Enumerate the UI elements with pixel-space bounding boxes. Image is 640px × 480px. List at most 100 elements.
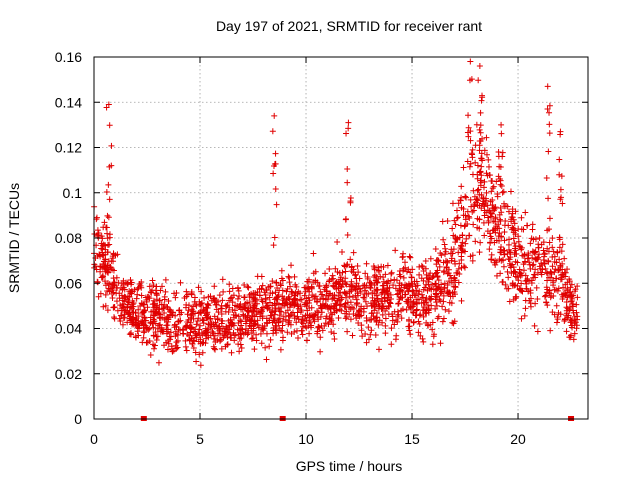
data-point — [193, 302, 200, 309]
data-point — [511, 245, 518, 252]
data-point — [458, 256, 465, 263]
data-point — [322, 315, 329, 322]
data-point — [126, 288, 133, 295]
data-point — [468, 203, 475, 210]
data-point — [556, 171, 563, 178]
data-point — [218, 305, 225, 312]
data-point — [498, 257, 505, 264]
data-point — [493, 237, 500, 244]
data-point — [276, 325, 283, 332]
data-point — [492, 261, 499, 268]
data-point — [394, 313, 401, 320]
data-point — [544, 245, 551, 252]
data-point — [119, 321, 126, 328]
data-point — [218, 310, 225, 317]
data-point — [508, 270, 515, 277]
data-point — [485, 218, 492, 225]
data-point — [499, 149, 506, 156]
data-point — [384, 290, 391, 297]
data-point — [147, 351, 154, 358]
data-point — [148, 289, 155, 296]
y-tick-label: 0.04 — [55, 321, 82, 337]
data-point — [235, 331, 242, 338]
data-point — [417, 332, 424, 339]
data-point — [356, 307, 363, 314]
data-point — [429, 281, 436, 288]
data-point — [234, 295, 241, 302]
data-point — [162, 288, 169, 295]
data-point — [571, 313, 578, 320]
data-point — [143, 339, 150, 346]
data-point — [356, 313, 363, 320]
data-point — [458, 242, 465, 249]
data-point — [503, 285, 510, 292]
data-point — [405, 323, 412, 330]
data-point — [242, 320, 249, 327]
axis-ticks: 0 0.02 0.04 0.06 0.08 0.1 0.12 0.14 0.16 0 5 10 15 20 — [55, 49, 588, 447]
data-point — [183, 301, 190, 308]
data-point — [224, 334, 231, 341]
data-point — [185, 307, 192, 314]
data-point — [113, 290, 120, 297]
data-point — [105, 181, 112, 188]
data-point — [161, 316, 168, 323]
data-point — [104, 235, 111, 242]
data-point — [372, 332, 379, 339]
data-point — [401, 259, 408, 266]
data-point — [523, 222, 530, 229]
data-point — [540, 257, 547, 264]
data-point — [93, 214, 100, 221]
data-point — [386, 284, 393, 291]
data-point — [466, 214, 473, 221]
data-point — [427, 255, 434, 262]
data-point — [250, 335, 257, 342]
data-point — [521, 312, 528, 319]
data-point — [398, 294, 405, 301]
data-point — [330, 275, 337, 282]
data-point — [337, 283, 344, 290]
data-point — [455, 279, 462, 286]
data-point — [350, 249, 357, 256]
y-tick-label: 0.16 — [55, 49, 82, 65]
data-point — [362, 330, 369, 337]
data-point — [349, 304, 356, 311]
data-point — [195, 315, 202, 322]
data-point — [407, 269, 414, 276]
data-point — [379, 311, 386, 318]
data-point — [550, 293, 557, 300]
data-point — [375, 346, 382, 353]
data-point — [520, 261, 527, 268]
y-tick-label: 0.1 — [63, 185, 83, 201]
data-point — [538, 269, 545, 276]
data-point — [236, 293, 243, 300]
data-point — [223, 323, 230, 330]
data-point — [342, 268, 349, 275]
data-point — [277, 346, 284, 353]
data-point — [458, 297, 465, 304]
data-point — [291, 273, 298, 280]
data-point — [220, 288, 227, 295]
data-point — [530, 274, 537, 281]
data-point — [291, 295, 298, 302]
data-point — [193, 334, 200, 341]
data-point — [493, 178, 500, 185]
data-point — [182, 343, 189, 350]
data-point — [535, 244, 542, 251]
data-point — [224, 301, 231, 308]
data-point — [275, 319, 282, 326]
data-point — [153, 292, 160, 299]
data-point — [455, 249, 462, 256]
data-point — [574, 294, 581, 301]
data-point — [467, 160, 474, 167]
data-point — [336, 306, 343, 313]
data-point — [103, 224, 110, 231]
data-point — [422, 258, 429, 265]
data-point — [564, 294, 571, 301]
data-point — [461, 223, 468, 230]
data-point — [573, 301, 580, 308]
data-point — [488, 188, 495, 195]
chart-title: Day 197 of 2021, SRMTID for receiver ran… — [216, 18, 482, 34]
data-point — [323, 288, 330, 295]
data-point — [507, 249, 514, 256]
data-point — [210, 335, 217, 342]
